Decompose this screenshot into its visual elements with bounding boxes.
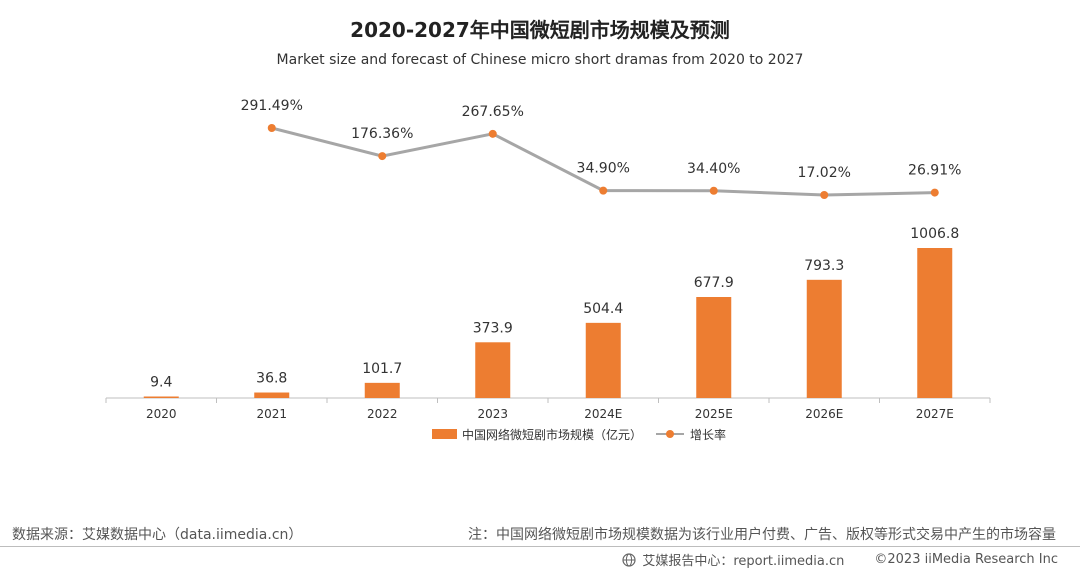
chart-subtitle: Market size and forecast of Chinese micr… — [276, 52, 804, 68]
x-tick-label: 2023 — [477, 407, 508, 421]
growth-rate-point — [930, 188, 939, 197]
chart: 9.4 2020 36.8 2021 101.7 2022 373.9 2023 504.4 20… — [105, 98, 991, 442]
x-tick-label: 2022 — [367, 407, 398, 421]
legend-line-label: 增长率 — [690, 427, 726, 442]
growth-rate-label: 34.40% — [687, 161, 740, 177]
bar-2026E — [806, 279, 842, 398]
data-source: 数据来源：艾媒数据中心（data.iimedia.cn） — [12, 527, 303, 543]
footnote: 注：中国网络微短剧市场规模数据为该行业用户付费、广告、版权等形式交易中产生的市场… — [468, 527, 1056, 543]
bar-value-label: 504.4 — [583, 301, 623, 317]
growth-rate-point — [709, 186, 718, 195]
legend-bar-label: 中国网络微短剧市场规模（亿元） — [462, 427, 642, 442]
report-center-link[interactable]: 艾媒报告中心：report.iimedia.cn — [642, 554, 845, 569]
growth-rate-label: 176.36% — [351, 126, 413, 142]
growth-rate-point — [599, 186, 608, 195]
bar-2027E — [917, 248, 953, 398]
bar-2022 — [364, 382, 400, 398]
legend-bar-swatch — [432, 429, 457, 439]
growth-rate-label: 34.90% — [577, 161, 630, 177]
x-tick-label: 2024E — [584, 407, 622, 421]
bar-value-label: 1006.8 — [910, 226, 959, 242]
bar-value-label: 373.9 — [473, 320, 513, 336]
growth-rate-point — [378, 152, 387, 161]
x-tick-label: 2021 — [256, 407, 287, 421]
globe-icon — [622, 552, 636, 567]
bar-2025E — [696, 297, 732, 398]
growth-rate-point — [488, 129, 497, 138]
bar-2024E — [585, 322, 621, 398]
growth-rate-label: 26.91% — [908, 163, 961, 179]
bar-value-label: 793.3 — [804, 258, 844, 274]
x-tick-label: 2026E — [805, 407, 843, 421]
growth-rate-label: 17.02% — [798, 165, 851, 181]
growth-rate-label: 291.49% — [241, 98, 303, 114]
bar-value-label: 9.4 — [150, 375, 172, 391]
growth-rate-point — [267, 124, 276, 132]
bar-value-label: 101.7 — [362, 361, 402, 377]
legend-line-marker — [666, 430, 674, 438]
bar-2023 — [475, 342, 511, 398]
bar-value-label: 36.8 — [256, 371, 287, 387]
bar-value-label: 677.9 — [694, 275, 734, 291]
copyright: ©2023 iiMedia Research Inc — [874, 552, 1058, 567]
bar-2020 — [143, 396, 179, 398]
x-tick-label: 2025E — [695, 407, 733, 421]
x-tick-label: 2027E — [916, 407, 954, 421]
bar-2021 — [254, 392, 290, 398]
chart-title: 2020-2027年中国微短剧市场规模及预测 — [350, 18, 730, 42]
x-tick-label: 2020 — [146, 407, 177, 421]
footer-divider — [0, 546, 1080, 547]
growth-rate-point — [820, 191, 829, 199]
footer-bar: 艾媒报告中心：report.iimedia.cn ©2023 iiMedia R… — [622, 550, 1058, 569]
growth-rate-label: 267.65% — [462, 104, 524, 120]
